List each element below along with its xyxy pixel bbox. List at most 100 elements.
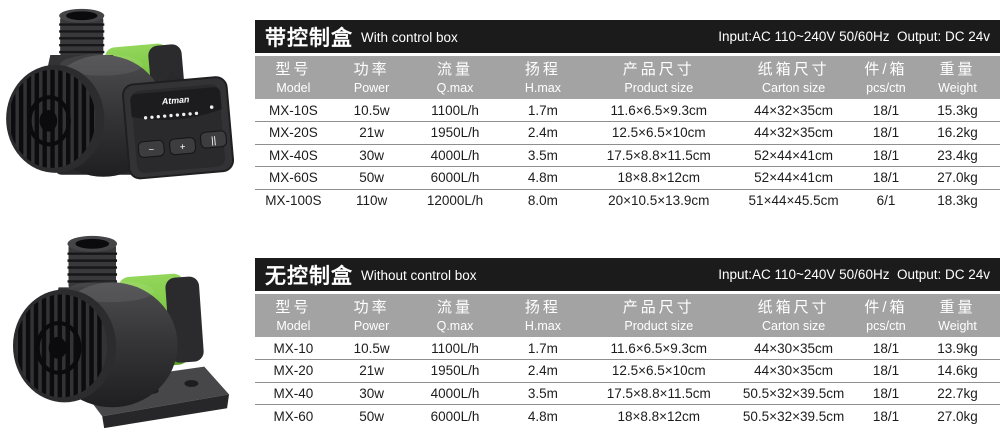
table1-title-bar: 带控制盒 With control box Input:AC 110~240V … — [255, 20, 1000, 53]
col-header-pcs-ctn: 件/箱 pcs/ctn — [856, 56, 916, 99]
cell-carton-size: 44×32×35cm — [730, 121, 857, 145]
col-header-product-size: 产品尺寸 Product size — [587, 56, 731, 99]
table-row: MX-10S 10.5w 1100L/h 1.7m 11.6×6.5×9.3cm 44×3… — [255, 99, 1000, 122]
cell-hmax: 1.7m — [498, 337, 588, 360]
cell-product-size: 11.6×6.5×9.3cm — [587, 337, 731, 360]
cell-product-size: 18×8.8×12cm — [587, 166, 731, 190]
cell-hmax: 3.5m — [498, 144, 588, 167]
cell-qmax: 4000L/h — [411, 382, 499, 405]
col-header-product-size: 产品尺寸 Product size — [587, 294, 731, 337]
controller-minus-button — [137, 139, 165, 158]
table2-title-en: Without control box — [361, 268, 477, 283]
pump-with-control-box-image: Atman − + || — [6, 8, 235, 180]
cell-carton-size: 52×44×41cm — [730, 166, 857, 190]
cell-weight: 27.0kg — [915, 404, 1000, 427]
col-header-weight: 重量 Weight — [915, 294, 1000, 337]
cell-pcs-ctn: 18/1 — [856, 144, 916, 167]
cell-hmax: 4.8m — [498, 404, 588, 427]
cell-product-size: 12.5×6.5×10cm — [587, 359, 731, 383]
controller-pause-label: || — [211, 135, 217, 146]
cell-product-size: 20×10.5×13.9cm — [587, 189, 731, 212]
table-row: MX-10 10.5w 1100L/h 1.7m 11.6×6.5×9.3cm 44×30… — [255, 337, 1000, 360]
col-header-power: 功率 Power — [331, 294, 412, 337]
cell-carton-size: 44×30×35cm — [730, 359, 857, 383]
col-header-qmax: 流量 Q.max — [411, 56, 499, 99]
cell-hmax: 2.4m — [498, 359, 588, 383]
col-header-carton-size: 纸箱尺寸 Carton size — [730, 56, 857, 99]
table-without-control-box: 无控制盒 Without control box Input:AC 110~24… — [255, 258, 1000, 427]
cell-carton-size: 51×44×45.5cm — [730, 189, 857, 212]
cell-carton-size: 50.5×32×39.5cm — [730, 382, 857, 405]
controller-led-row — [143, 105, 214, 120]
cell-hmax: 2.4m — [498, 121, 588, 145]
cell-qmax: 1100L/h — [411, 337, 499, 360]
table1-title-cn: 带控制盒 — [265, 26, 353, 50]
cell-hmax: 3.5m — [498, 382, 588, 405]
cell-pcs-ctn: 18/1 — [856, 404, 916, 427]
cell-weight: 14.6kg — [915, 359, 1000, 383]
cell-power: 30w — [331, 382, 412, 405]
cell-weight: 16.2kg — [915, 121, 1000, 145]
cell-power: 50w — [331, 166, 412, 190]
col-header-model: 型号 Model — [255, 56, 332, 99]
controller-brand-label: Atman — [160, 94, 190, 106]
col-header-weight: 重量 Weight — [915, 56, 1000, 99]
cell-product-size: 17.5×8.8×11.5cm — [587, 144, 731, 167]
cell-product-size: 18×8.8×12cm — [587, 404, 731, 427]
table-row: MX-60 50w 6000L/h 4.8m 18×8.8×12cm 50.5×32×39… — [255, 404, 1000, 427]
table1-title-en: With control box — [361, 30, 458, 45]
cell-model: MX-40 — [255, 382, 332, 405]
col-header-model: 型号 Model — [255, 294, 332, 337]
col-header-carton-size: 纸箱尺寸 Carton size — [730, 294, 857, 337]
table2-title-bar: 无控制盒 Without control box Input:AC 110~24… — [255, 258, 1000, 291]
cell-pcs-ctn: 18/1 — [856, 121, 916, 145]
controller-plus-button — [169, 137, 197, 156]
cell-weight: 13.9kg — [915, 337, 1000, 360]
cell-power: 21w — [331, 121, 412, 145]
cell-qmax: 1950L/h — [411, 359, 499, 383]
cell-product-size: 12.5×6.5×10cm — [587, 121, 731, 145]
cell-power: 30w — [331, 144, 412, 167]
table-row: MX-40S 30w 4000L/h 3.5m 17.5×8.8×11.5cm 52×44… — [255, 144, 1000, 167]
table2-title-cn: 无控制盒 — [265, 264, 353, 288]
table-row: MX-20 21w 1950L/h 2.4m 12.5×6.5×10cm 44×30×35… — [255, 359, 1000, 383]
cell-hmax: 4.8m — [498, 166, 588, 190]
cell-power: 110w — [331, 189, 412, 212]
table1-power-spec: Input:AC 110~240V 50/60Hz Output: DC 24v — [718, 29, 990, 44]
controller-indicator-led — [209, 105, 214, 109]
cell-weight: 22.7kg — [915, 382, 1000, 405]
cell-hmax: 1.7m — [498, 99, 588, 122]
cell-weight: 18.3kg — [915, 189, 1000, 212]
table-row: MX-100S 110w 12000L/h 8.0m 20×10.5×13.9cm 51×… — [255, 189, 1000, 212]
pump-intake-grille — [15, 294, 108, 398]
cell-power: 21w — [331, 359, 412, 383]
cell-carton-size: 52×44×41cm — [730, 144, 857, 167]
cell-model: MX-100S — [255, 189, 332, 212]
cell-product-size: 11.6×6.5×9.3cm — [587, 99, 731, 122]
controller-plus-label: + — [179, 142, 186, 153]
cell-power: 10.5w — [331, 337, 412, 360]
pump-without-control-box-image — [12, 235, 230, 429]
cell-hmax: 8.0m — [498, 189, 588, 212]
table2-grid: 型号 Model 功率 Power 流量 Q.max 扬程 H.max 产品尺寸 Prod… — [255, 294, 1000, 427]
cell-qmax: 1100L/h — [411, 99, 499, 122]
controller-display-panel — [130, 87, 222, 121]
cell-pcs-ctn: 18/1 — [856, 337, 916, 360]
cell-model: MX-20S — [255, 121, 332, 145]
table-with-control-box: 带控制盒 With control box Input:AC 110~240V … — [255, 20, 1000, 212]
cell-carton-size: 50.5×32×39.5cm — [730, 404, 857, 427]
cell-power: 50w — [331, 404, 412, 427]
cell-weight: 27.0kg — [915, 166, 1000, 190]
cell-model: MX-20 — [255, 359, 332, 383]
table-row: MX-60S 50w 6000L/h 4.8m 18×8.8×12cm 52×44×41c… — [255, 166, 1000, 190]
table-row: MX-20S 21w 1950L/h 2.4m 12.5×6.5×10cm 44×32×3… — [255, 121, 1000, 145]
col-header-qmax: 流量 Q.max — [411, 294, 499, 337]
cell-model: MX-40S — [255, 144, 332, 167]
table1-grid: 型号 Model 功率 Power 流量 Q.max 扬程 H.max 产品尺寸 Prod… — [255, 56, 1000, 212]
cell-product-size: 17.5×8.8×11.5cm — [587, 382, 731, 405]
cell-pcs-ctn: 18/1 — [856, 99, 916, 122]
table2-power-spec: Input:AC 110~240V 50/60Hz Output: DC 24v — [718, 267, 990, 282]
cell-weight: 23.4kg — [915, 144, 1000, 167]
cell-model: MX-10 — [255, 337, 332, 360]
cell-carton-size: 44×30×35cm — [730, 337, 857, 360]
